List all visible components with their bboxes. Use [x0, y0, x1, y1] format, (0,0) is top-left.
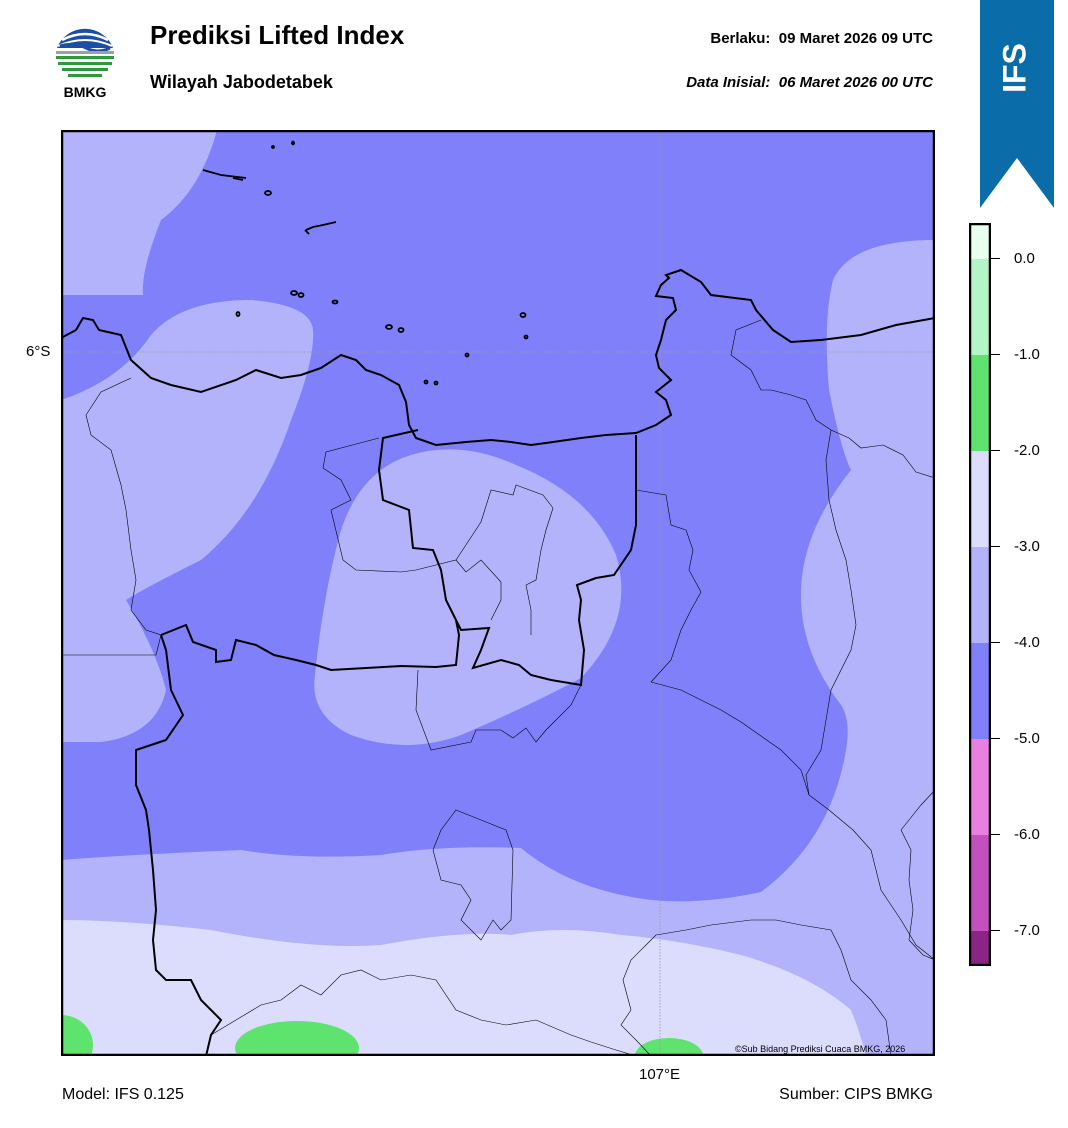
coastline — [61, 268, 935, 447]
init-label: Data Inisial: — [686, 74, 771, 91]
colorbar-tick-mark — [991, 738, 1000, 739]
colorbar-0-1 — [969, 259, 991, 355]
latitude-label: 6°S — [26, 343, 51, 360]
init-value: 06 Maret 2026 00 UTC — [778, 74, 933, 91]
field-green-2 — [235, 1021, 359, 1056]
map-credit: ©Sub Bidang Prediksi Cuaca BMKG, 2026 — [735, 1044, 906, 1054]
colorbar-1-2 — [969, 355, 991, 451]
colorbar-tick-label: 0.0 — [1014, 250, 1035, 267]
ribbon-label: IFS — [996, 43, 1032, 93]
colorbar-tick-label: -4.0 — [1014, 634, 1040, 651]
colorbar-tick-label: -7.0 — [1014, 922, 1040, 939]
thousand-islands — [202, 140, 529, 386]
field-south — [61, 920, 866, 1056]
colorbar — [969, 223, 991, 966]
field-green-1 — [61, 1015, 93, 1056]
colorbar-tick-label: -2.0 — [1014, 442, 1040, 459]
colorbar-tick-mark — [991, 354, 1000, 355]
colorbar-tick-mark — [991, 450, 1000, 451]
model-label: Model: IFS 0.125 — [62, 1086, 184, 1103]
colorbar-tick-mark — [991, 834, 1000, 835]
district-boundaries — [61, 319, 935, 1056]
field-center — [314, 449, 622, 745]
colorbar-6-7 — [969, 835, 991, 931]
field-green-3 — [635, 1038, 703, 1056]
map-title: Prediksi Lifted Index — [150, 20, 405, 50]
colorbar-tick-label: -1.0 — [1014, 346, 1040, 363]
colorbar-tick-label: -5.0 — [1014, 730, 1040, 747]
lifted-index-map — [61, 130, 935, 1056]
init-time: Data Inisial: 06 Maret 2026 00 UTC — [686, 74, 933, 91]
valid-value: 09 Maret 2026 09 UTC — [778, 30, 933, 47]
colorbar-lt7 — [969, 931, 991, 966]
logo-text: BMKG — [63, 84, 107, 100]
source-label: Sumber: CIPS BMKG — [779, 1086, 933, 1103]
colorbar-tick-label: -3.0 — [1014, 538, 1040, 555]
region-boundary — [135, 429, 637, 1056]
bmkg-logo — [55, 24, 115, 84]
colorbar-tick-mark — [991, 930, 1000, 931]
valid-time: Berlaku: 09 Maret 2026 09 UTC — [710, 30, 933, 47]
field-nw — [61, 130, 217, 295]
colorbar-3-4 — [969, 547, 991, 643]
longitude-label: 107°E — [639, 1066, 681, 1083]
colorbar-4-5 — [969, 643, 991, 739]
map-subtitle: Wilayah Jabodetabek — [150, 72, 333, 92]
colorbar-tick-mark — [991, 546, 1000, 547]
colorbar-5-6 — [969, 739, 991, 835]
colorbar-tick-mark — [991, 642, 1000, 643]
valid-label: Berlaku: — [710, 30, 771, 47]
field-west — [61, 300, 314, 742]
colorbar-tick-mark — [991, 258, 1000, 259]
model-ribbon: IFS — [980, 0, 1054, 208]
colorbar-gt0 — [969, 223, 991, 259]
colorbar-tick-label: -6.0 — [1014, 826, 1040, 843]
colorbar-2-3 — [969, 451, 991, 547]
